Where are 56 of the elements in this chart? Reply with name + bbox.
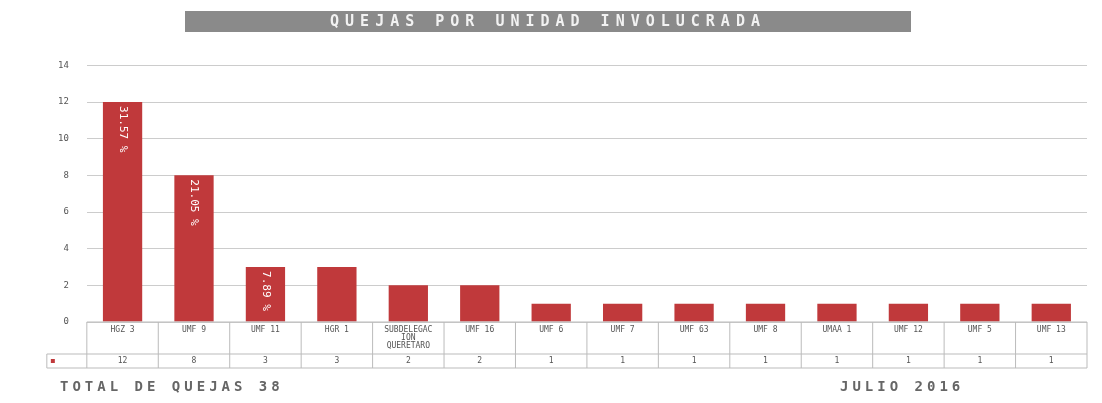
data-label: 3	[263, 356, 269, 366]
data-label: 12	[117, 356, 128, 366]
x-tick-label: UMF 9	[181, 325, 207, 335]
data-label: 1	[763, 356, 769, 366]
x-tick-label: UMF 12	[893, 325, 924, 335]
x-tick-label: HGZ 3	[110, 325, 135, 335]
x-tick-label: UMF 13	[1036, 325, 1066, 335]
text: JULIO 2016	[840, 378, 965, 394]
x-tick-label: UMF 5	[967, 325, 993, 335]
y-tick-label: 6	[63, 206, 69, 217]
y-tick-label: 10	[57, 133, 69, 144]
y-tick-label: 14	[57, 59, 69, 70]
data-label: 1	[834, 356, 840, 366]
data-label: 1	[691, 356, 697, 366]
annotation: 7.89 %	[259, 271, 273, 312]
y-tick-label: 4	[63, 243, 69, 254]
bar	[388, 285, 428, 322]
bar	[1031, 303, 1071, 322]
x-tick-label: UMAA 1	[822, 325, 852, 335]
y-tick-label: 12	[57, 96, 69, 107]
x-tick-label: UMF 63	[679, 325, 709, 335]
bar	[531, 303, 571, 322]
data-label: 8	[191, 356, 197, 366]
data-label: 1	[977, 356, 983, 366]
x-tick-label: UMF 7	[610, 325, 635, 335]
bar	[888, 303, 929, 322]
bar	[317, 267, 357, 322]
bar	[817, 303, 857, 322]
x-tick-label: UMF 6	[539, 325, 564, 335]
data-label: 1	[905, 356, 911, 366]
text: TOTAL DE QUEJAS 38	[60, 378, 284, 394]
x-tick-label: HGR 1	[324, 325, 350, 335]
y-tick-label: 2	[63, 279, 69, 290]
bar	[745, 303, 786, 322]
data-label: 2	[477, 356, 483, 366]
bar	[674, 303, 714, 322]
x-tick-label: SUBDELEGACION QUERETARO	[384, 325, 433, 351]
data-label: 1	[1048, 356, 1054, 366]
annotation: 31.57 %	[116, 106, 130, 153]
x-tick-label: UMF 11	[250, 325, 281, 335]
data-label: 2	[405, 356, 411, 366]
annotation: 21.05 %	[188, 179, 202, 227]
data-label: 3	[334, 356, 340, 366]
y-tick-label: 8	[63, 169, 69, 180]
bar	[460, 285, 500, 322]
x-tick-label: UMF 16	[465, 325, 495, 335]
bar	[102, 102, 143, 322]
bar	[174, 175, 214, 322]
chart-title: QUEJAS POR UNIDAD INVOLUCRADA	[185, 11, 911, 32]
bar	[960, 303, 1000, 322]
y-tick-label: 0	[63, 316, 69, 327]
x-tick-label: UMF 8	[753, 325, 778, 335]
data-label: 1	[620, 356, 626, 366]
bar	[602, 303, 643, 322]
bar	[245, 267, 286, 322]
data-label: 1	[548, 356, 554, 366]
